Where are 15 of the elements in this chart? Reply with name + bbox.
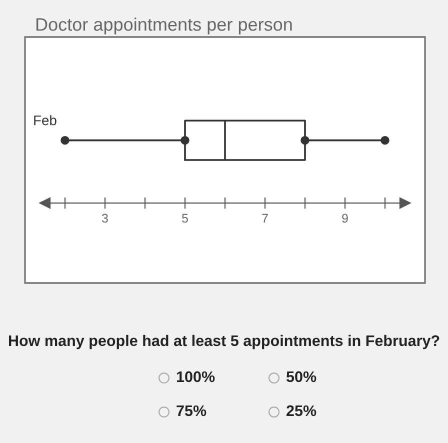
x-tick-label: 9 <box>342 214 348 223</box>
text: 25% <box>286 405 316 416</box>
text: 100% <box>176 371 215 382</box>
text: 75% <box>176 405 206 416</box>
x-tick-label: 7 <box>262 214 268 223</box>
point <box>380 136 390 145</box>
chart-title: Doctor appointments per person <box>36 18 292 34</box>
point <box>60 136 70 145</box>
text: 50% <box>286 371 316 382</box>
point <box>300 136 310 145</box>
text: How many people had at least 5 appointments in February? <box>8 334 440 350</box>
x-tick-label: 3 <box>102 214 108 223</box>
point <box>180 136 190 145</box>
x-tick-label: 5 <box>182 214 188 223</box>
y-tick-label: Feb <box>34 115 56 126</box>
